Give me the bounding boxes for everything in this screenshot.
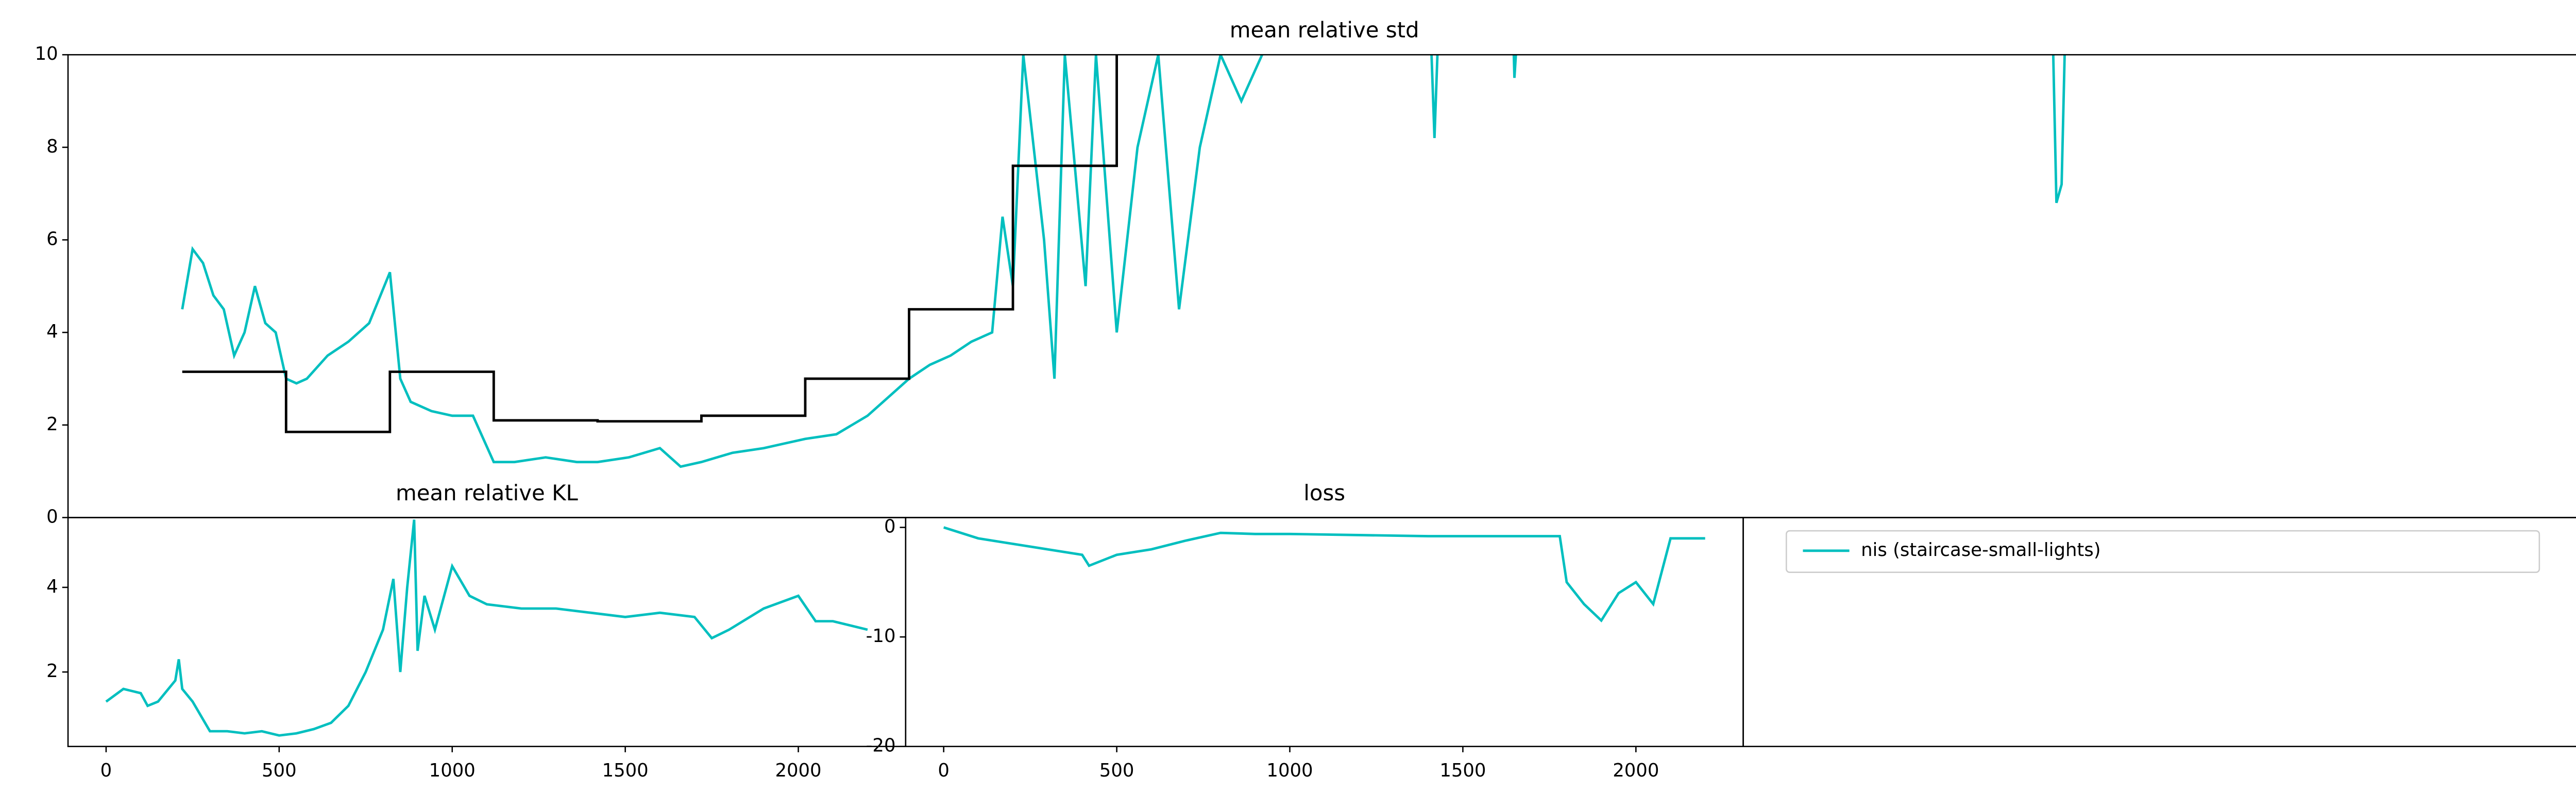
y-tick-label: 4	[46, 576, 58, 597]
x-tick-label: 1000	[429, 760, 476, 781]
y-tick-label: 0	[46, 506, 58, 527]
x-tick-label: 500	[1099, 760, 1134, 781]
y-tick-label: 4	[46, 321, 58, 342]
chart-title: loss	[1303, 480, 1345, 505]
series-line	[105, 519, 868, 737]
x-tick-label: 1500	[1439, 760, 1486, 781]
x-tick-label: 500	[262, 760, 297, 781]
y-tick-label: 6	[46, 229, 58, 250]
legend-box	[1785, 530, 2540, 573]
legend-label: nis (staircase-small-lights)	[1861, 539, 2100, 561]
series-line	[943, 526, 1705, 623]
x-tick-label: 0	[938, 760, 950, 781]
y-tick-label: 2	[46, 414, 58, 435]
y-tick-label: -20	[866, 735, 896, 756]
chart-title: mean relative KL	[396, 480, 579, 505]
legend-axes-frame	[1742, 517, 2576, 747]
series-line	[182, 55, 1118, 433]
x-tick-label: 2000	[775, 760, 821, 781]
chart-title: mean relative std	[1230, 18, 1419, 43]
y-tick-label: 10	[35, 43, 58, 64]
x-tick-label: 1000	[1266, 760, 1313, 781]
x-tick-label: 1500	[602, 760, 649, 781]
y-tick-label: -10	[866, 626, 896, 647]
x-tick-label: 0	[100, 760, 112, 781]
y-tick-label: 0	[884, 516, 896, 537]
series-line	[181, 55, 2066, 468]
y-tick-label: 2	[46, 661, 58, 682]
x-tick-label: 2000	[1613, 760, 1659, 781]
y-tick-label: 8	[46, 136, 58, 157]
